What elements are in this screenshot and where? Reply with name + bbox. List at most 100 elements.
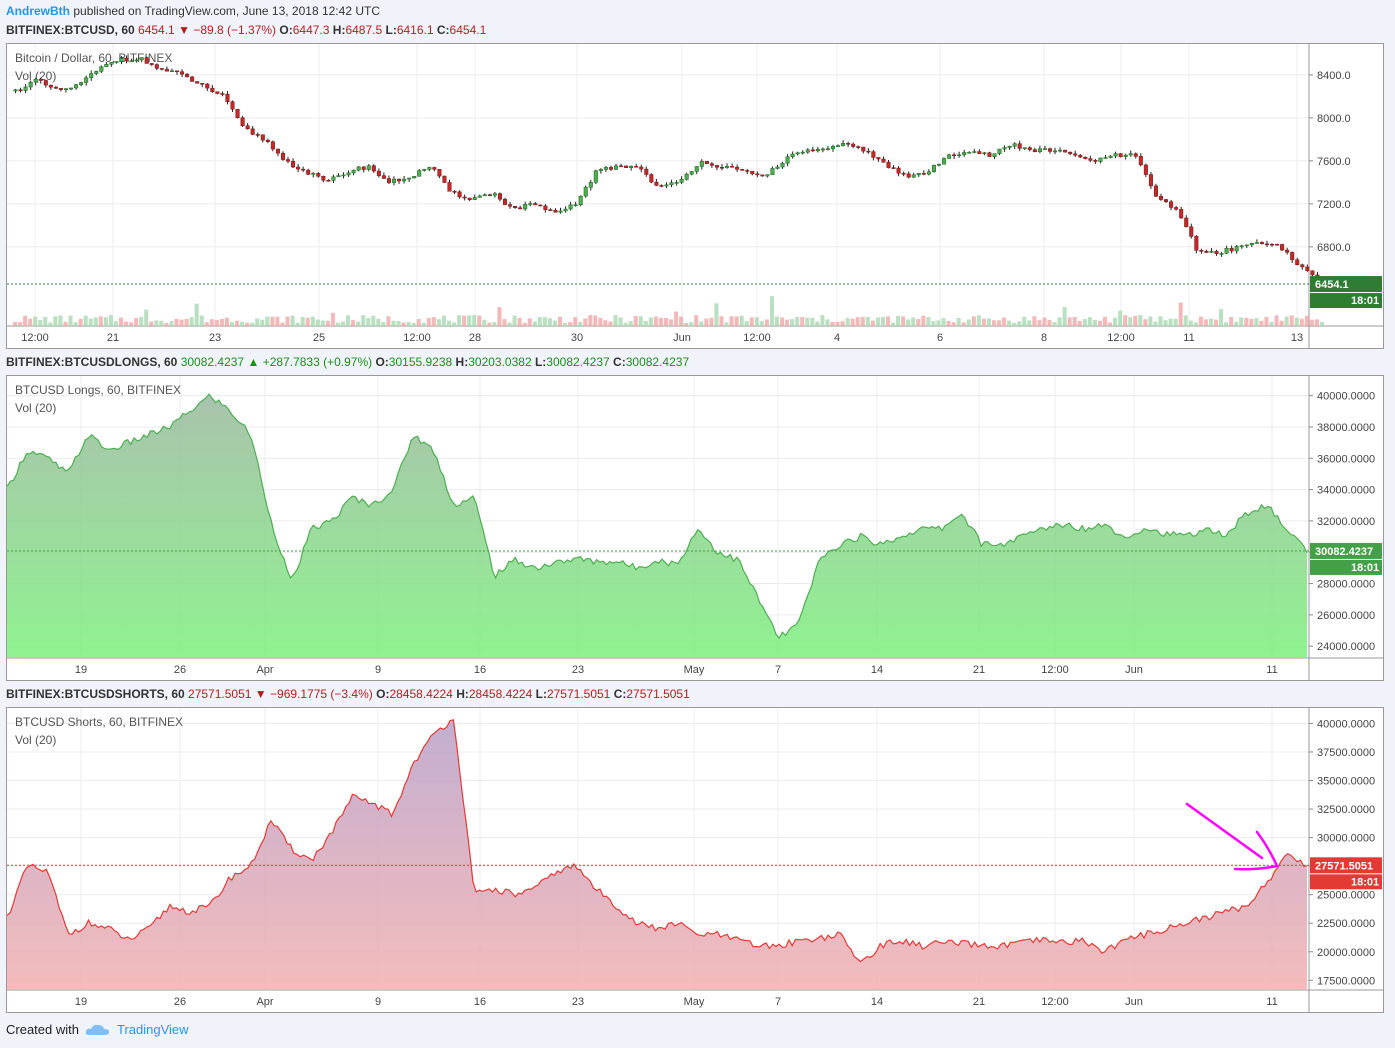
candle-body [548,209,553,211]
x-tick-label: 14 [871,996,883,1008]
longs-chart[interactable]: 40000.0000 38000.0000 36000.0000 34000.0000… [6,376,1383,680]
price-change: +287.7833 (+0.97%) [262,355,373,369]
last-price: 30082.4237 [180,355,245,369]
candle-body [725,166,730,168]
candle-body [851,143,856,147]
volume-bar [361,315,366,326]
tradingview-link[interactable]: TradingView [116,1022,189,1037]
x-tick-label: 7 [775,664,781,676]
candle-body [129,60,134,62]
y-tick-label: 38000.0000 [1317,422,1375,434]
volume-bar [593,315,598,326]
symbol-name[interactable]: BITFINEX:BTCUSDLONGS, 60 [6,355,178,369]
candle-body [1083,156,1088,159]
volume-bar [931,321,936,326]
author-link[interactable]: AndrewBth [6,4,70,18]
shorts-chart[interactable]: 40000.0000 37500.0000 35000.0000 32500.0000… [6,708,1383,1012]
volume-bar [820,315,825,326]
volume-bar [134,317,139,326]
candle-body [684,173,689,180]
volume-bar [1133,315,1138,326]
volume-bar [780,317,785,326]
x-tick-label: 12:00 [1041,996,1069,1008]
volume-bar [1042,317,1047,326]
volume-bar [603,320,608,326]
candle-body [1214,250,1219,254]
y-tick-label: 8400.0 [1317,70,1351,82]
candle-body [235,108,240,118]
volume-bar [1259,320,1264,326]
candle-body [1254,242,1259,244]
volume-bar [1234,321,1239,326]
close-value: 6454.1 [449,23,487,37]
candle-body [1259,242,1264,245]
volume-bar [991,320,996,326]
volume-bar [1188,320,1193,326]
x-tick-label: 9 [375,664,381,676]
candle-body [508,204,513,207]
x-tick-label: 11 [1266,996,1277,1008]
candle-body [649,174,654,183]
volume-bar [916,319,921,326]
shorts-chart-panel[interactable]: 40000.0000 37500.0000 35000.0000 32500.0000… [6,707,1384,1013]
countdown-label: 18:01 [1351,562,1379,574]
candle-body [134,59,139,62]
candle-body [336,175,341,178]
volume-bar [951,322,956,326]
series-line [6,393,1308,640]
candle-body [94,71,99,74]
btcusd-chart-panel[interactable]: 8400.0 8000.0 7600.0 7200.0 6800.0 12:00 21 23 2… [6,43,1384,349]
high-value: 28458.4224 [468,687,533,701]
candle-body [1128,153,1133,156]
candle-body [891,167,896,169]
symbol-name[interactable]: BITFINEX:BTCUSDSHORTS, 60 [6,687,185,701]
volume-bar [310,316,315,326]
volume-bar [113,321,118,326]
volume-bar [563,322,568,326]
volume-bar [638,316,643,326]
candle-body [755,173,760,176]
btcusd-chart[interactable]: 8400.0 8000.0 7600.0 7200.0 6800.0 12:00 21 23 2… [7,44,1383,348]
volume-bar [1269,321,1274,326]
volume-bar [860,317,865,326]
candle-body [291,161,296,168]
volume-bar [1239,317,1244,326]
x-tick-label: 28 [469,332,481,344]
volume-bar [482,319,487,326]
candle-body [613,165,619,170]
volume-bar [199,315,204,326]
candle-body [911,174,916,178]
longs-chart-panel[interactable]: 40000.0000 38000.0000 36000.0000 34000.0000… [6,375,1384,681]
x-tick-label: 8 [1041,332,1047,344]
x-tick-label: Jun [673,332,691,344]
symbol-name[interactable]: BITFINEX:BTCUSD, 60 [6,23,135,37]
volume-bar [1254,318,1259,326]
volume-bar [108,315,113,326]
candle-body [200,83,205,85]
volume-bar [1304,315,1309,326]
volume-bar [245,322,250,326]
volume-bar [189,317,194,326]
volume-bar [815,321,820,326]
candle-body [1158,196,1164,200]
candle-body [820,148,825,151]
volume-bar [376,318,381,326]
volume-bar [280,322,285,326]
volume-bar [1244,317,1249,326]
candle-body [104,64,109,68]
candle-body [1063,149,1068,153]
candle-body [124,57,129,62]
x-tick-label: 12:00 [403,332,431,344]
volume-bar [1002,317,1007,326]
x-tick-label: 21 [973,664,985,676]
volume-bar [436,319,441,326]
volume-bar [431,317,436,326]
series-line [6,719,1308,963]
candle-body [709,163,714,166]
volume-bar [658,317,663,326]
candle-body [391,178,397,183]
volume-bar [1294,317,1299,326]
volume-bar [285,316,290,326]
volume-bar [295,322,300,326]
candle-body [1269,243,1275,246]
